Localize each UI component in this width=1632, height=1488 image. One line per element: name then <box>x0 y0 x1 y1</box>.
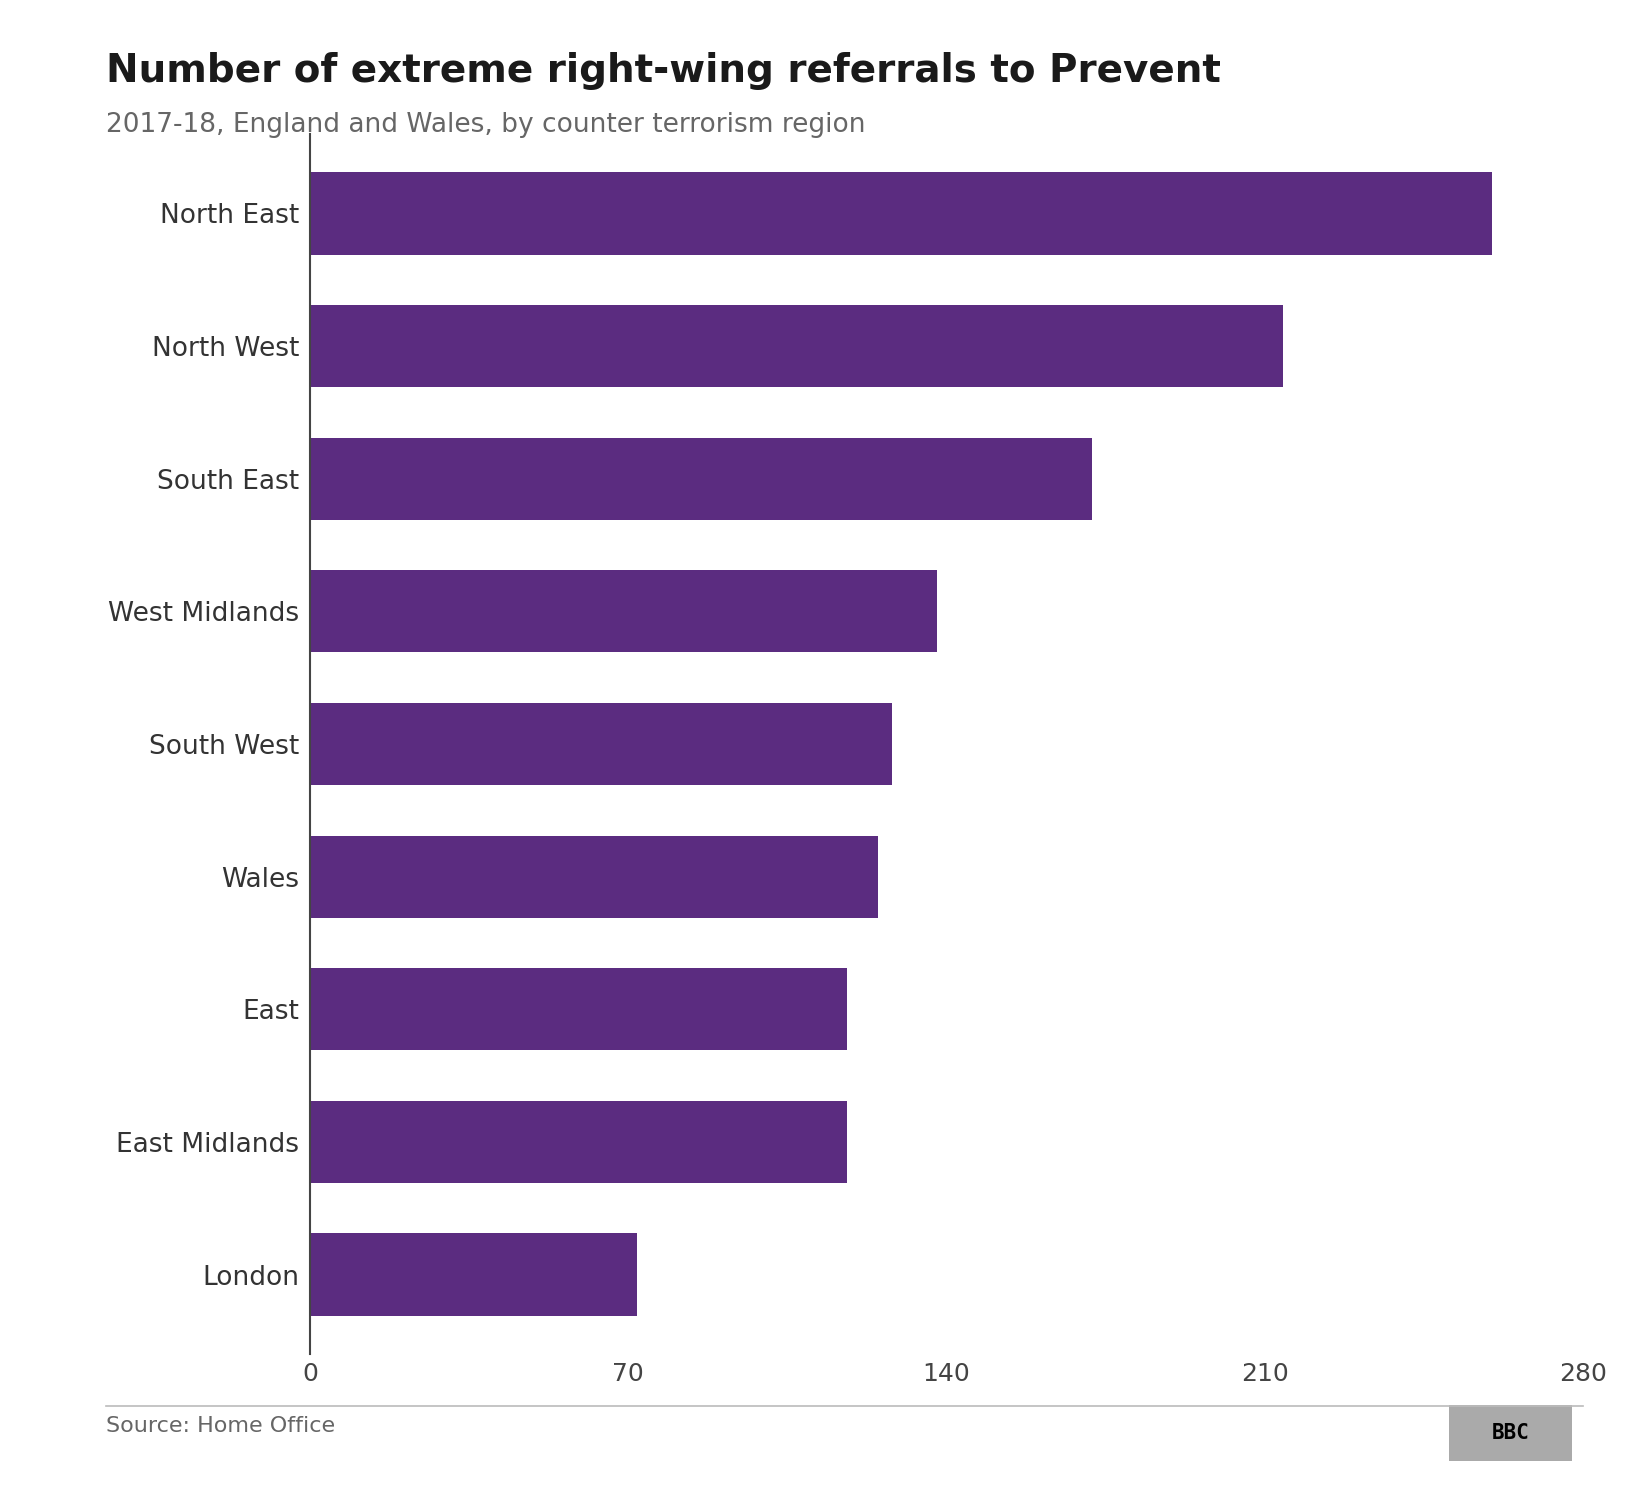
Bar <box>310 437 1092 519</box>
Bar <box>310 1234 638 1315</box>
Text: Number of extreme right-wing referrals to Prevent: Number of extreme right-wing referrals t… <box>106 52 1221 91</box>
Bar <box>310 969 847 1051</box>
Bar <box>310 173 1492 254</box>
Text: 2017-18, England and Wales, by counter terrorism region: 2017-18, England and Wales, by counter t… <box>106 112 865 137</box>
Bar <box>310 1101 847 1183</box>
Bar <box>310 836 878 918</box>
Text: Source: Home Office: Source: Home Office <box>106 1417 335 1436</box>
Text: BBC: BBC <box>1492 1423 1529 1443</box>
Bar <box>310 305 1283 387</box>
Bar <box>310 570 937 652</box>
Bar <box>310 702 893 786</box>
